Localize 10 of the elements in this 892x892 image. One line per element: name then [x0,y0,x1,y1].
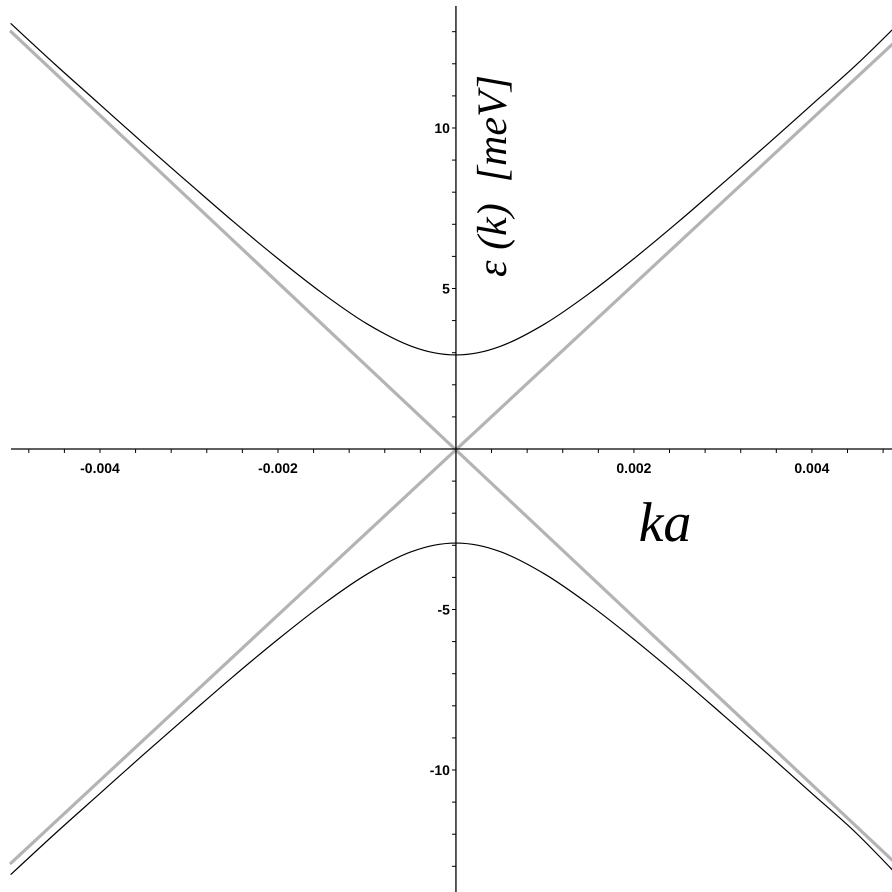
y-tick-label: -10 [430,762,450,778]
y-tick-label: -5 [437,601,450,618]
x-tick-label: -0.004 [80,460,120,476]
x-tick-label: 0.004 [794,460,830,476]
x-axis-title: ka [638,492,692,554]
x-tick-label: -0.002 [258,460,298,476]
x-tick-label: 0.002 [616,460,652,476]
y-tick-label: 10 [434,120,450,136]
y-tick-label: 5 [442,280,450,296]
y-axis-title: ε (k) [meV] [470,75,516,277]
